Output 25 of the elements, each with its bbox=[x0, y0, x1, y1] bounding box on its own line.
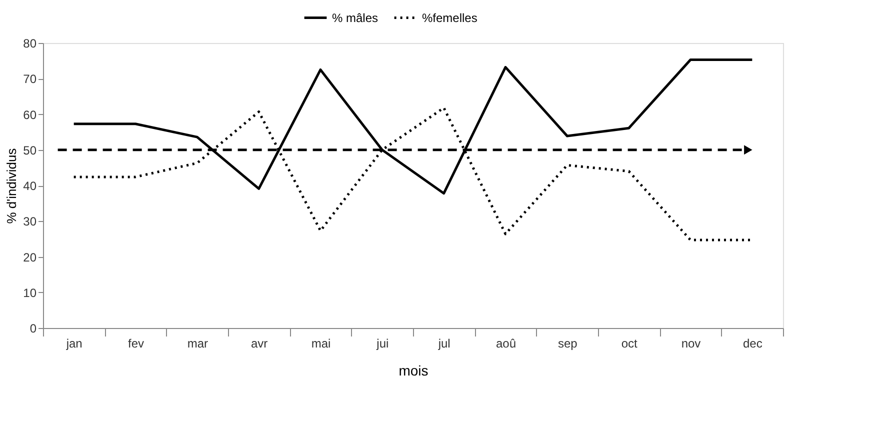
y-tick-label: 50 bbox=[23, 143, 37, 158]
y-axis-title: % d'individus bbox=[4, 148, 20, 224]
y-tick-label: 20 bbox=[23, 250, 37, 264]
x-tick-label: oct bbox=[621, 336, 638, 350]
x-tick-label: mar bbox=[187, 336, 208, 350]
x-tick-label: mai bbox=[311, 336, 331, 350]
x-tick-label: nov bbox=[681, 336, 701, 350]
x-tick-label: jui bbox=[376, 336, 389, 350]
x-tick-label: dec bbox=[742, 336, 762, 350]
y-tick-label: 80 bbox=[23, 36, 37, 50]
legend-label: % mâles bbox=[332, 10, 378, 25]
y-tick-label: 60 bbox=[23, 108, 37, 122]
x-tick-label: jul bbox=[437, 336, 450, 350]
y-tick-label: 30 bbox=[23, 214, 37, 229]
x-tick-label: jan bbox=[65, 336, 82, 350]
y-tick-label: 70 bbox=[23, 72, 37, 86]
legend-label: %femelles bbox=[422, 10, 478, 25]
y-tick-label: 40 bbox=[23, 179, 37, 193]
x-tick-label: avr bbox=[250, 336, 268, 350]
x-tick-label: fev bbox=[128, 336, 144, 350]
y-tick-label: 10 bbox=[23, 286, 37, 300]
y-tick-label: 0 bbox=[30, 322, 37, 336]
x-axis-title: mois bbox=[398, 362, 428, 378]
x-tick-label: sep bbox=[558, 336, 578, 350]
x-tick-label: aoû bbox=[496, 336, 516, 350]
